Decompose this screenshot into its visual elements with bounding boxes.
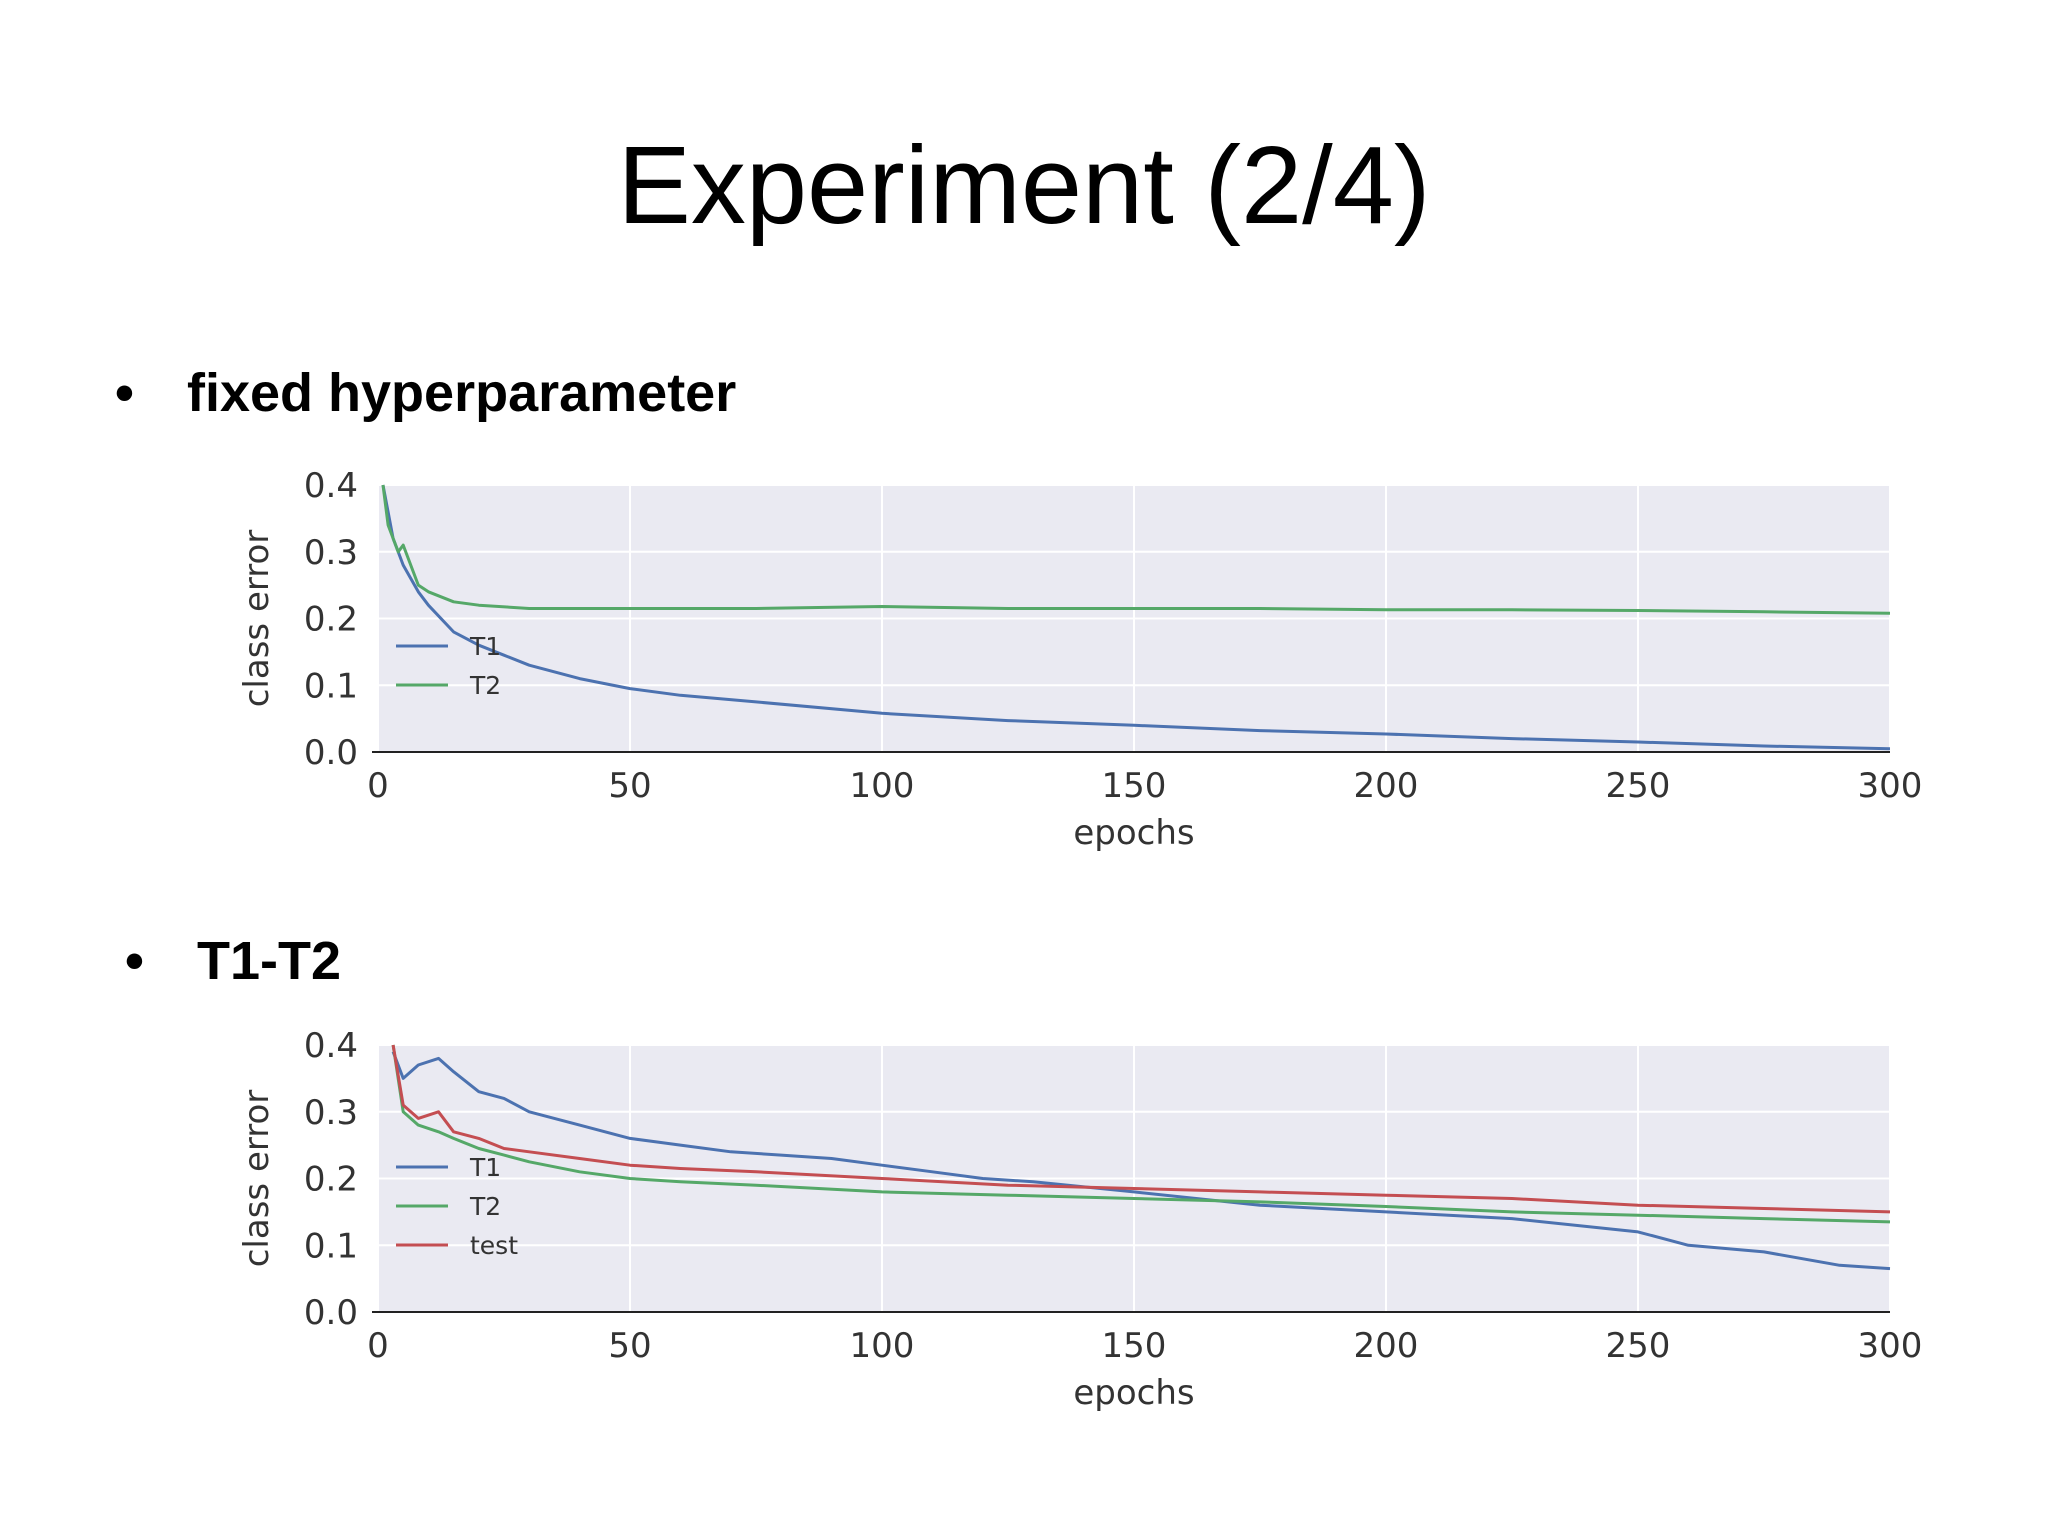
y-tick-label: 0.3 bbox=[304, 1093, 358, 1133]
legend-label-t1: T1 bbox=[469, 632, 501, 661]
bullet-text: T1-T2 bbox=[197, 931, 342, 991]
x-tick-label: 200 bbox=[1354, 766, 1419, 806]
y-tick-label: 0.4 bbox=[304, 466, 358, 506]
series-line-t1 bbox=[381, 484, 1891, 751]
bullet-item: • fixed hyperparameter bbox=[115, 362, 736, 424]
x-tick-label: 300 bbox=[1858, 1326, 1923, 1366]
legend-label-t2: T2 bbox=[469, 1192, 501, 1221]
legend-label-t2: T2 bbox=[469, 671, 501, 700]
y-tick-label: 0.2 bbox=[304, 1160, 358, 1200]
y-tick-label: 0.1 bbox=[304, 666, 358, 706]
y-tick-label: 0.0 bbox=[304, 1293, 358, 1333]
y-tick-label: 0.4 bbox=[304, 1026, 358, 1066]
x-tick-label: 100 bbox=[850, 766, 915, 806]
y-axis-title: class error bbox=[237, 530, 277, 708]
series-line-t2 bbox=[391, 1044, 1891, 1224]
x-tick-label: 100 bbox=[850, 1326, 915, 1366]
chart-fixed-hyperparameter: 0 50 100 150 200 250 300 0.0 0.1 0.2 0.3 0.4 epochs c… bbox=[237, 466, 1923, 853]
x-tick-label: 50 bbox=[608, 1326, 651, 1366]
series-line-t2 bbox=[381, 484, 1891, 615]
series-line-t1 bbox=[391, 1051, 1891, 1271]
x-axis-title: epochs bbox=[1073, 813, 1194, 853]
x-tick-label: 50 bbox=[608, 766, 651, 806]
y-tick-label: 0.2 bbox=[304, 600, 358, 640]
x-tick-label: 0 bbox=[367, 766, 389, 806]
bullet-marker: • bbox=[125, 931, 144, 991]
bullet-text: fixed hyperparameter bbox=[187, 363, 737, 423]
y-axis-title: class error bbox=[237, 1090, 277, 1268]
x-tick-label: 300 bbox=[1858, 766, 1923, 806]
y-tick-label: 0.1 bbox=[304, 1226, 358, 1266]
x-tick-label: 250 bbox=[1606, 766, 1671, 806]
y-tick-label: 0.3 bbox=[304, 533, 358, 573]
legend-label-t1: T1 bbox=[469, 1153, 501, 1182]
chart-t1-t2: 0 50 100 150 200 250 300 0.0 0.1 0.2 0.3 0.4 epochs c… bbox=[237, 1026, 1923, 1413]
bullet-marker: • bbox=[115, 363, 134, 423]
bullet-item: • T1-T2 bbox=[125, 930, 341, 992]
x-tick-label: 150 bbox=[1102, 1326, 1167, 1366]
legend-label-test: test bbox=[470, 1231, 518, 1260]
x-tick-label: 0 bbox=[367, 1326, 389, 1366]
x-axis-title: epochs bbox=[1073, 1373, 1194, 1413]
x-tick-label: 200 bbox=[1354, 1326, 1419, 1366]
slide-title: Experiment (2/4) bbox=[617, 124, 1431, 247]
series-line-test bbox=[391, 1044, 1891, 1214]
x-tick-label: 150 bbox=[1102, 766, 1167, 806]
y-tick-label: 0.0 bbox=[304, 733, 358, 773]
x-tick-label: 250 bbox=[1606, 1326, 1671, 1366]
